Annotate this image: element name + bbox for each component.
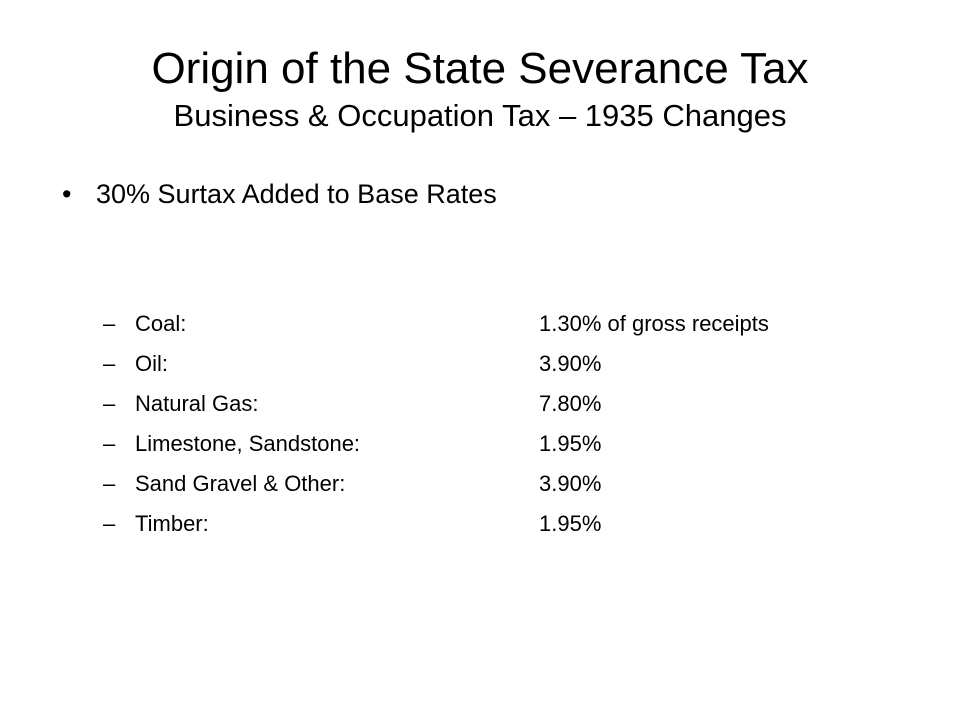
dash-marker: – xyxy=(103,311,116,336)
rate-row: – Oil: 3.90% xyxy=(103,344,923,384)
rate-value: 3.90% xyxy=(539,471,602,496)
rate-value: 3.90% xyxy=(539,351,602,376)
dash-marker: – xyxy=(103,351,116,376)
rate-label: Limestone, Sandstone: xyxy=(135,431,361,456)
slide-title: Origin of the State Severance Tax xyxy=(151,44,809,93)
rate-row: – Natural Gas: 7.80% xyxy=(103,384,923,424)
dash-marker: – xyxy=(103,391,116,416)
bullet-text: 30% Surtax Added to Base Rates xyxy=(96,179,497,209)
rate-list: – Coal: 1.30% of gross receipts – Oil: 3… xyxy=(103,304,923,544)
bullet-marker: • xyxy=(62,179,72,209)
rate-value: 1.95% xyxy=(539,511,602,536)
rate-label: Timber: xyxy=(135,511,209,536)
title-block: Origin of the State Severance Tax Busine… xyxy=(0,42,960,136)
rate-label: Oil: xyxy=(135,351,168,376)
bullet-item: • 30% Surtax Added to Base Rates xyxy=(62,176,497,212)
rate-row: – Limestone, Sandstone: 1.95% xyxy=(103,424,923,464)
dash-marker: – xyxy=(103,471,116,496)
rate-label: Coal: xyxy=(135,311,187,336)
slide-subtitle: Business & Occupation Tax – 1935 Changes xyxy=(173,98,787,133)
rate-row: – Sand Gravel & Other: 3.90% xyxy=(103,464,923,504)
rate-value: 7.80% xyxy=(539,391,602,416)
dash-marker: – xyxy=(103,511,116,536)
dash-marker: – xyxy=(103,431,116,456)
rate-value: 1.95% xyxy=(539,431,602,456)
rate-row: – Coal: 1.30% of gross receipts xyxy=(103,304,923,344)
rate-row: – Timber: 1.95% xyxy=(103,504,923,544)
rate-value: 1.30% of gross receipts xyxy=(539,311,769,336)
rate-label: Natural Gas: xyxy=(135,391,259,416)
rate-label: Sand Gravel & Other: xyxy=(135,471,346,496)
